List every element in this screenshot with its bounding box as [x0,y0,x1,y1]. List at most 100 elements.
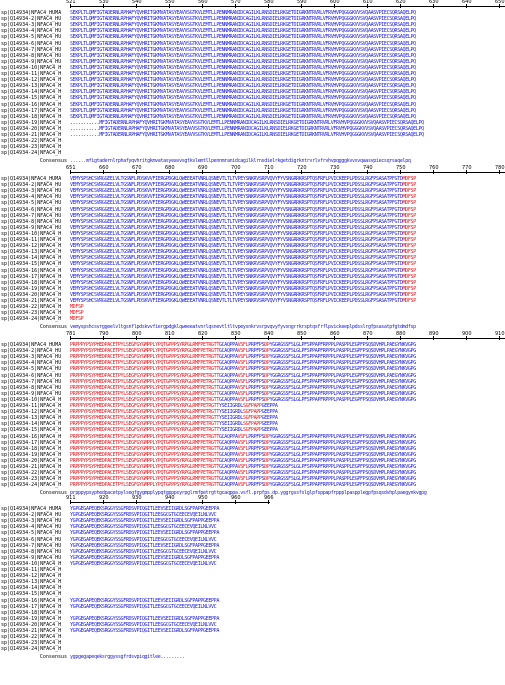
variant-segment: SGFPAPP [242,403,262,409]
sequence-label: sp|Q14934-7|NFAC4_HU [1,46,62,53]
sequence-label: sp|Q14934-22|NFAC4_H [1,634,62,641]
sequence-row: sp|Q14934-24|NFAC4_H [0,646,505,652]
sequence-residues: YGPGEGAPEQEKSRGGYSSGFRDSVPIQGITLEEVSEIIG… [70,506,503,512]
sequence-row: sp|Q14934-20|NFAC4_H VEMYSPSHCSVRGGEELVLT… [0,292,505,298]
variant-segment: MDFSP [402,249,417,256]
conserved-segment: YGGRGSSFSLGLPFSPPAPFRPPPLPASPPLEGPFPSQSD… [269,482,417,489]
conserved-segment: VEMYSPSHCSVRGGEELVLTGSNFLPDSKVVFIERGPDGK… [70,298,403,304]
conserved-segment: YGGRGSSFSLGLPFSPPAPFRPPPLPASPPLEGPFPSQSD… [269,433,417,440]
sequence-residues: PRPPPYPSYPHEDPACETPYLSEGFGYGMPPLYPQTGPPP… [70,415,503,421]
variant-segment: SGFPAPP [242,427,262,434]
variant-segment: PRPPPYPSYPHEDPACETPYLSEGFGYGMPPLYPQTGPPP… [70,476,219,483]
sequence-label: sp|Q14934-12|NFAC4_H [1,573,62,580]
variant-segment: VSFL [237,372,249,379]
variant-segment: MDFSP [402,206,417,213]
sequence-residues: YGPGEGAPEQEKSRGGYSSGFRDSVPIQGITLEEGGCGTG… [70,561,503,567]
sequence-row: sp|Q14934-17|NFAC4_H YGPGEGAPEQEKSRGGYSSG… [0,604,505,610]
sequence-row: sp|Q14934-6|NFAC4_HU PRPPPYPSYPHEDPACETPY… [0,373,505,379]
sequence-label: sp|Q14934-9|NFAC4_HU [1,224,62,231]
ruler-line [70,502,270,503]
ruler-tick-label: 651 [66,165,76,171]
ruler-tick-label: 680 [165,165,175,171]
sequence-residues: PRPPPYPSYPHEDPACETPYLSEGFGYGMPPLYPQTGPPP… [70,434,503,440]
ruler-tick-label: 540 [132,0,142,5]
sequence-row: sp|Q14934-20|NFAC4_H YGPGEGAPEQEKSRGGYSSG… [0,622,505,628]
conserved-segment: SEKPLTLQMFIGTADERNLRPHAFYQVHRITGKMVATASY… [70,34,416,41]
sequence-residues: PRPPPYPSYPHEDPACETPYLSEGFGYGMPPLYPQTGPPP… [70,421,503,427]
sequence-label: sp|Q14934-13|NFAC4_H [1,83,62,90]
variant-segment: MDFSP [70,304,84,311]
conserved-segment: YGGRGSSFSLGLPFSPPAPFRPPPLPASPPLEGPFPSQSD… [269,439,417,446]
variant-segment: PRPPPYPSYPHEDPACETPYLSEGFGYGMPPLYPQTGPPP… [70,464,219,470]
sequence-row: sp|Q14934-5|NFAC4_HU SEKPLTLQMFIGTADERNLR… [0,34,505,40]
sequence-label: sp|Q14934-6|NFAC4_HU [1,206,62,213]
sequence-row: sp|Q14934-15|NFAC4_H SEKPLTLQMFIGTADERNLR… [0,95,505,101]
conserved-segment: SEKPLTLQMFIGTADERNLRPHAFYQVHRITGKMVATASY… [70,64,416,71]
variant-segment: DP [264,451,270,458]
ruler-tick [169,336,170,340]
sequence-label: sp|Q14934-7|NFAC4_HU [1,378,62,385]
sequence-residues: ...........MFIGTADERNLRPHAFYQVHRITGKMVAT… [70,126,503,132]
sequence-row: sp|Q14934-4|NFAC4_HU SEKPLTLQMFIGTADERNLR… [0,28,505,34]
sequence-row: sp|Q14934-21|NFAC4_H ...........MFIGTADER… [0,132,505,138]
conserved-segment: VEMYSPSHCSVRGGEELVLTGSNFLPDSKVVFIERGPDGK… [70,200,403,207]
variant-segment: MDFSP [402,188,417,195]
variant-segment: VSFL [237,482,249,489]
sequence-label: sp|Q14934-5|NFAC4_HU [1,34,62,41]
conserved-segment: GCAQPPA [218,372,238,379]
sequence-residues: VEMYSPSHCSVRGGEELVLTGSNFLPDSKVVFIERGPDGK… [70,255,503,261]
conserved-segment: YGGRGSSFSLGLPFSPPAPFRPPPLPASPPLEGPFPSQSD… [269,464,417,470]
conserved-segment: YGGRGSSFSLGLPFSPPAPFRPPPLPASPPLEGPFPSQSD… [269,372,417,379]
ruler-tick-label: 860 [330,331,340,337]
ruler-tick [367,170,368,174]
conserved-segment: VEMYSPSHCSVRGGEELVLTGSNFLPDSKVVFIERGPDGK… [70,224,403,231]
ruler-tick-label: 670 [132,165,142,171]
variant-segment: MDFSP [402,182,417,189]
sequence-label: sp|Q14934|NFAC4_HUMA [1,176,62,182]
conserved-segment: SEKPLTLQMFIGTADERNLRPHAFYQVHRITGKMVATASY… [70,107,416,114]
variant-segment: VSFL [237,384,249,391]
ruler-tick-label: 550 [165,0,175,5]
sequence-label: sp|Q14934-2|NFAC4_HU [1,16,62,23]
variant-segment: MDFSP [402,230,417,237]
conserved-segment: VEMYSPSHCSVRGGEELVLTGSNFLPDSKVVFIERGPDGK… [70,279,403,286]
sequence-row: sp|Q14934-15|NFAC4_H [0,591,505,597]
variant-segment: SGFPAPP [242,421,262,428]
sequence-row: sp|Q14934-17|NFAC4_H PRPPPYPSYPHEDPACETPY… [0,440,505,446]
sequence-label: sp|Q14934-13|NFAC4_H [1,249,62,256]
sequence-label: sp|Q14934-17|NFAC4_H [1,603,62,610]
conserved-segment: YGPGEGAPEQEKSRGGYSSGFRDSVPIQGITLEEGGCGTG… [70,524,217,531]
ruler-tick [70,500,71,504]
variant-segment: PRPPPYPSYPHEDPACETPYLSEGFGYGMPPLYPQTGPPP… [70,409,219,416]
sequence-label: sp|Q14934-20|NFAC4_H [1,621,62,628]
sequence-residues: SEKPLTLQMFIGTADERNLRPHAFYQVHRITGKMVATASY… [70,71,503,77]
ruler-tick [136,170,137,174]
sequence-residues: YGPGEGAPEQEKSRGGYSSGFRDSVPIQGITLEEGGCGTG… [70,604,503,610]
ruler-tick [202,336,203,340]
conserved-segment: YGPGEGAPEQEKSRGGYSSGFRDSVPIQGITLEEGGCGTG… [70,603,217,610]
sequence-row: sp|Q14934-21|NFAC4_H PRPPPYPSYPHEDPACETPY… [0,464,505,470]
sequence-row: sp|Q14934-16|NFAC4_H VEMYSPSHCSVRGGEELVLT… [0,268,505,274]
consensus-sequence: vemyspshcsvrggeelvltgsnflpdskvvfiergpdgk… [70,324,416,331]
sequence-row: sp|Q14934-13|NFAC4_H SEKPLTLQMFIGTADERNLR… [0,83,505,89]
ruler-tick-label: 940 [165,495,175,501]
position-ruler: 911 920 930 940 950 960 966 [0,496,505,506]
conserved-segment: YGPGEGAPEQEKSRGGYSSGFRDSVPIQGITLEEGGCGTG… [70,621,217,628]
sequence-row: sp|Q14934-9|NFAC4_HU PRPPPYPSYPHEDPACETPY… [0,391,505,397]
sequence-row: sp|Q14934-11|NFAC4_H PRPPPYPSYPHEDPACETPY… [0,403,505,409]
conserved-segment: VEMYSPSHCSVRGGEELVLTGSNFLPDSKVVFIERGPDGK… [70,206,403,213]
sequence-label: sp|Q14934-5|NFAC4_HU [1,200,62,207]
sequence-residues: VEMYSPSHCSVRGGEELVLTGSNFLPDSKVVFIERGPDGK… [70,231,503,237]
conserved-segment: YGPGEGAPEQEKSRGGYSSGFRDSVPIQGITLEEVSEIIG… [70,506,219,512]
conserved-segment: GCAQPPA [218,354,238,361]
sequence-row: sp|Q14934-13|NFAC4_H [0,579,505,585]
sequence-residues: PRPPPYPSYPHEDPACETPYLSEGFGYGMPPLYPQTGPPP… [70,354,503,360]
sequence-residues: SEKPLTLQMFIGTADERNLRPHAFYQVHRITGKMVATASY… [70,95,503,101]
variant-segment: SGFPAPP [242,409,262,416]
conserved-segment: SEKPLTLQMFIGTADERNLRPHAFYQVHRITGKMVATASY… [70,10,416,16]
ruler-tick-label: 760 [429,165,439,171]
variant-segment: VSFL [237,342,249,348]
sequence-row: sp|Q14934-10|NFAC4_H YGPGEGAPEQEKSRGGYSSG… [0,561,505,567]
sequence-row: sp|Q14934-19|NFAC4_H PRPPPYPSYPHEDPACETPY… [0,452,505,458]
sequence-row: sp|Q14934-11|NFAC4_H SEKPLTLQMFIGTADERNLR… [0,71,505,77]
